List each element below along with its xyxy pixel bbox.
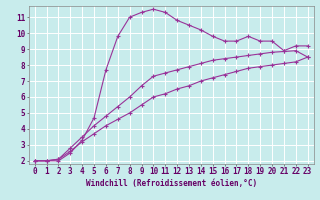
X-axis label: Windchill (Refroidissement éolien,°C): Windchill (Refroidissement éolien,°C) bbox=[86, 179, 257, 188]
